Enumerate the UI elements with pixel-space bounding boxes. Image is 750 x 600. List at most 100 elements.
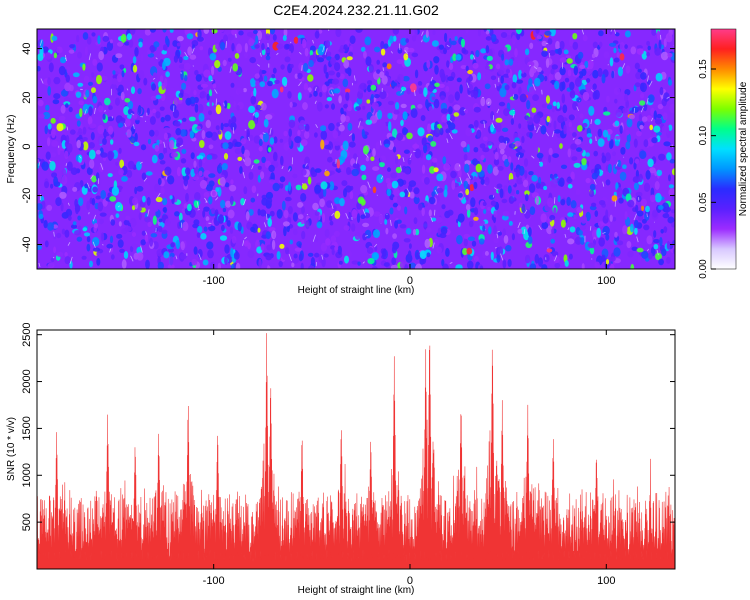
- heatmap-cell: [633, 162, 637, 170]
- heatmap-cell: [530, 65, 537, 74]
- heatmap-streak: [467, 173, 471, 180]
- heatmap-cell: [466, 208, 471, 218]
- heatmap-cell: [569, 37, 574, 47]
- heatmap-cell: [326, 200, 333, 208]
- heatmap-cell: [226, 102, 231, 110]
- heatmap-cell: [414, 69, 419, 79]
- heatmap-cell: [53, 52, 58, 59]
- heatmap-cell: [508, 196, 515, 204]
- heatmap-streak: [496, 233, 499, 239]
- heatmap-cell: [351, 223, 356, 232]
- heatmap-cell: [552, 101, 557, 107]
- heatmap-cell: [468, 74, 473, 82]
- heatmap-cell: [92, 186, 98, 193]
- heatmap-cell: [367, 84, 372, 93]
- heatmap-cell: [344, 115, 350, 123]
- heatmap-cell: [118, 221, 122, 227]
- heatmap-cell: [410, 108, 418, 119]
- heatmap-streak: [576, 106, 579, 111]
- heatmap-cell: [130, 86, 136, 94]
- heatmap-cell: [545, 95, 551, 104]
- heatmap-cell: [197, 248, 203, 259]
- heatmap-cell: [67, 161, 73, 171]
- heatmap-cell: [144, 29, 151, 36]
- heatmap-cell: [624, 30, 631, 38]
- heatmap-streak: [432, 242, 435, 249]
- heatmap-cell: [222, 207, 227, 213]
- heatmap-cell: [387, 167, 391, 172]
- heatmap-cell: [185, 192, 189, 202]
- heatmap-streak: [538, 225, 542, 231]
- heatmap-cell: [581, 158, 587, 166]
- heatmap-cell: [208, 196, 213, 205]
- heatmap-cell: [667, 52, 673, 58]
- heatmap-cell: [378, 214, 384, 224]
- heatmap-cell: [271, 239, 276, 250]
- heatmap-cell: [280, 155, 284, 166]
- heatmap-cell: [430, 141, 437, 147]
- heatmap-cell: [601, 155, 607, 164]
- heatmap-cell: [508, 143, 516, 149]
- heatmap-cell: [510, 162, 514, 171]
- heatmap-cell: [172, 40, 178, 47]
- heatmap-cell: [496, 254, 501, 263]
- heatmap-cell: [355, 224, 363, 231]
- heatmap-cell: [446, 60, 450, 68]
- heatmap-cell: [240, 198, 246, 206]
- heatmap-cell: [69, 44, 75, 49]
- x-tick-label: 0: [407, 275, 413, 287]
- heatmap-cell: [645, 170, 651, 180]
- heatmap-cell: [343, 188, 347, 198]
- heatmap-cell: [187, 46, 193, 56]
- heatmap-streak: [322, 45, 325, 53]
- heatmap-cell: [220, 122, 224, 131]
- heatmap-streak: [615, 161, 619, 167]
- heatmap-cell: [552, 255, 560, 264]
- heatmap-cell: [287, 91, 292, 99]
- heatmap-cell: [229, 96, 235, 101]
- heatmap-cell: [592, 41, 598, 48]
- heatmap-streak: [564, 233, 567, 238]
- heatmap-cell: [581, 68, 587, 77]
- heatmap-cell: [108, 105, 113, 111]
- heatmap-streak: [305, 163, 308, 167]
- heatmap-cell: [434, 65, 439, 75]
- heatmap-cell: [193, 160, 197, 168]
- heatmap-cell: [227, 57, 232, 62]
- heatmap-cell: [190, 152, 195, 160]
- heatmap-cell: [152, 215, 157, 225]
- heatmap-cell: [529, 206, 536, 216]
- heatmap-cell: [92, 237, 100, 247]
- heatmap-cell: [231, 42, 235, 52]
- heatmap-cell: [499, 188, 504, 199]
- heatmap-streak: [448, 119, 453, 123]
- heatmap-cell: [646, 40, 650, 46]
- heatmap-cell: [120, 33, 127, 44]
- heatmap-cell: [464, 163, 470, 173]
- heatmap-cell: [227, 33, 235, 41]
- heatmap-cell: [557, 47, 562, 56]
- heatmap-cell: [276, 251, 281, 260]
- heatmap-cell: [167, 175, 175, 185]
- heatmap-cell: [312, 202, 319, 211]
- heatmap-cell: [230, 179, 234, 185]
- heatmap-cell: [386, 188, 392, 197]
- heatmap-cell: [396, 178, 404, 187]
- heatmap-cell: [197, 103, 204, 113]
- heatmap-cell: [568, 114, 575, 121]
- heatmap-cell: [206, 93, 210, 101]
- heatmap-cell: [203, 226, 208, 232]
- heatmap-streak: [232, 127, 235, 134]
- heatmap-cell: [196, 36, 204, 42]
- y-tick-label: 20: [21, 91, 33, 103]
- heatmap-cell: [86, 36, 92, 45]
- heatmap-cell: [361, 129, 365, 138]
- heatmap-cell: [598, 200, 606, 206]
- heatmap-cell: [436, 187, 444, 193]
- heatmap-cell: [107, 116, 115, 122]
- heatmap-cell: [301, 183, 308, 190]
- heatmap-streak: [289, 41, 292, 44]
- heatmap-cell: [344, 255, 349, 264]
- heatmap-cell: [304, 156, 310, 166]
